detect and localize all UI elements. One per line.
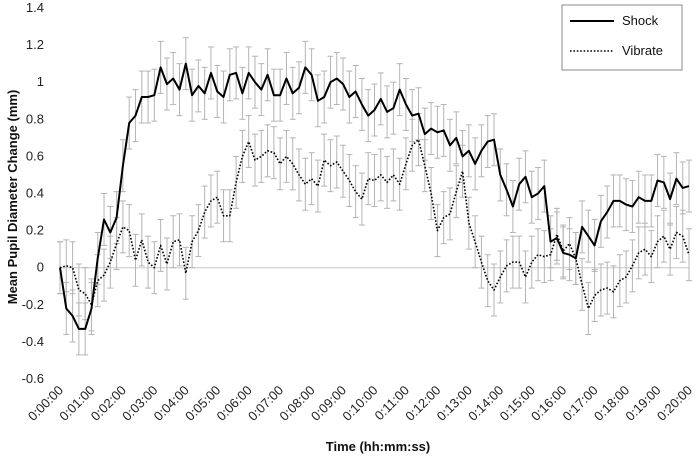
error-bar-vibrate (472, 215, 479, 269)
error-bar-vibrate (182, 246, 189, 300)
error-bar-vibrate (585, 282, 592, 335)
y-tick-label: 0.4 (26, 186, 44, 201)
error-bar-vibrate (641, 222, 648, 276)
y-tick-label: -0.2 (22, 297, 44, 312)
legend-box (561, 4, 683, 71)
error-bar-vibrate (308, 152, 315, 206)
error-bar-vibrate (346, 154, 353, 207)
error-bar-vibrate (201, 185, 208, 239)
error-bar-vibrate (75, 263, 82, 317)
error-bar-vibrate (69, 241, 76, 295)
error-bar-vibrate (277, 137, 284, 191)
error-bar-vibrate (270, 126, 277, 180)
error-bar-vibrate (390, 148, 397, 202)
error-bar-vibrate (119, 200, 126, 254)
error-bars-layer (57, 37, 692, 356)
error-bar-vibrate (535, 228, 542, 282)
y-tick-label: 0 (37, 260, 44, 275)
y-tick-label: -0.6 (22, 371, 44, 386)
legend: Shock Vibrate (561, 4, 683, 71)
error-bar-vibrate (484, 254, 491, 308)
error-bar-vibrate (686, 228, 692, 282)
error-bar-vibrate (465, 196, 472, 250)
error-bar-vibrate (170, 215, 177, 269)
y-tick-label: 1.2 (26, 37, 44, 52)
error-bar-vibrate (107, 235, 114, 289)
error-bar-vibrate (82, 267, 89, 321)
x-tick-label: 0:20:00 (654, 383, 695, 424)
error-bar-vibrate (145, 235, 152, 289)
error-bar-vibrate (126, 204, 133, 258)
error-bar-vibrate (371, 154, 378, 207)
error-bar-vibrate (283, 129, 290, 183)
x-tick-labels: 0:00:000:01:000:02:000:03:000:04:000:05:… (25, 383, 695, 424)
error-bar-vibrate (660, 209, 667, 263)
error-bar-vibrate (566, 217, 573, 271)
error-bar-vibrate (352, 165, 359, 219)
error-bar-vibrate (591, 269, 598, 322)
error-bar-vibrate (522, 250, 529, 304)
y-tick-label: 1.4 (26, 0, 44, 15)
error-bar-vibrate (132, 233, 139, 287)
error-bar-vibrate (365, 152, 372, 206)
error-bar-vibrate (258, 129, 265, 183)
error-bar-vibrate (314, 159, 321, 213)
error-bar-vibrate (446, 187, 453, 241)
error-bar-vibrate (340, 144, 347, 198)
y-tick-label: 1 (37, 74, 44, 89)
error-bar-vibrate (402, 137, 409, 191)
error-bar-vibrate (176, 213, 183, 267)
error-bar-shock (686, 159, 692, 213)
error-bar-vibrate (302, 157, 309, 211)
y-tick-label: 0.8 (26, 111, 44, 126)
error-bar-vibrate (528, 235, 535, 289)
error-bar-vibrate (667, 222, 674, 276)
y-tick-label: -0.4 (22, 334, 44, 349)
legend-label-vibrate: Vibrate (622, 43, 663, 58)
y-tick-labels: -0.6 -0.4 -0.2 0 0.2 0.4 0.6 0.8 1 1.2 1.4 (22, 0, 44, 386)
error-bar-vibrate (358, 172, 365, 226)
x-axis-title: Time (hh:mm:ss) (326, 439, 431, 454)
y-tick-label: 0.2 (26, 223, 44, 238)
series-line-shock (59, 62, 690, 330)
legend-label-shock: Shock (622, 13, 659, 28)
series-lines-layer (59, 62, 690, 330)
error-bar-vibrate (421, 139, 428, 193)
error-bar-vibrate (163, 237, 170, 291)
x-tick-label: 0:10:00 (339, 383, 380, 424)
error-bar-vibrate (245, 115, 252, 169)
y-tick-label: 0.6 (26, 148, 44, 163)
y-axis-title: Mean Pupil Diameter Change (mm) (5, 90, 20, 305)
error-bar-vibrate (239, 129, 246, 183)
error-bar-vibrate (195, 204, 202, 258)
error-bar-vibrate (138, 213, 145, 267)
error-bar-vibrate (553, 207, 560, 261)
error-bar-vibrate (321, 133, 328, 187)
